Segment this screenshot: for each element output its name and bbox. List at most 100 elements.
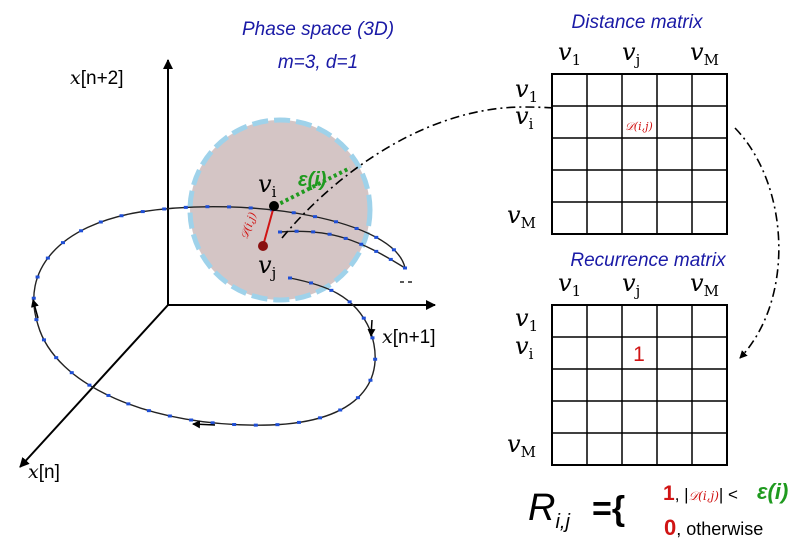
formula-brace: ={ [592,490,625,528]
trajectory-point [35,275,40,279]
dm-col-label-vj: vj [622,38,640,69]
trajectory-point [373,357,378,361]
trajectory-point [98,220,103,224]
phase-space-panel: Phase space (3D) m=3, d=1 x[n+2] x[n+1] … [19,19,436,483]
recurrence-formula: Ri,j ={ 1, |𝒟(i,j)| < ε(i) 0, otherwise [528,479,788,540]
rm-cell-one: 1 [633,343,645,366]
trajectory-point [294,229,299,233]
trajectory-point [210,421,215,425]
trajectory-point [374,235,379,239]
distance-line [262,205,275,247]
dm-col-label-vM: vM [690,38,719,69]
trajectory-point [253,423,258,427]
trajectory-point [167,414,172,418]
trajectory-point [41,338,46,342]
formula-case-1: 1, |𝒟(i,j)| < [663,482,738,505]
rm-row-label-vM: vM [507,430,536,461]
trajectory-point [296,420,301,424]
trajectory-point [60,241,65,245]
axis-x-label: x[n] [28,461,60,483]
trajectory-point [338,408,343,412]
rm-row-label-v1: v1 [515,304,538,335]
trajectory-point [327,232,332,236]
radius-line [274,166,351,208]
point-vi [269,201,279,211]
trajectory-point [374,249,379,253]
point-vj-label: vj [258,251,276,282]
trajectory-point [248,206,253,210]
grid-frame [551,73,728,235]
formula-lhs: Ri,j [528,487,570,533]
phase-space-title: Phase space (3D) [242,19,394,40]
trajectory-point [146,409,151,413]
trajectory-point [388,257,393,261]
axis-x [19,304,169,468]
trajectory-point [34,318,39,322]
trajectory-point [370,336,375,340]
trajectory-point [79,229,84,233]
connector-to-recurrence-matrix [734,127,780,359]
trajectory-point [368,378,373,382]
trajectory-point [232,423,237,427]
trajectory-arrow-bottom [192,420,216,429]
trajectory-point [126,402,131,406]
trajectory-point [162,207,167,211]
formula-epsilon: ε(i) [757,479,788,504]
distance-matrix-col-labels: v1 vj vM [558,38,719,69]
radius-label: ε(i) [298,169,327,191]
dm-row-label-v1: v1 [515,75,538,106]
dm-col-label-v1: v1 [558,38,581,69]
recurrence-matrix-panel: Recurrence matrix v1 vj vM v1 vi vM 1 [507,250,728,466]
trajectory-point [31,296,36,300]
distance-matrix-title: Distance matrix [572,12,704,33]
grid-frame [551,304,728,466]
distance-matrix-panel: Distance matrix v1 vj vM v1 vi vM 𝒟(i,j) [507,12,728,235]
point-vi-label: vi [258,170,277,201]
trajectory-arrow-left [31,299,39,319]
trajectory-point [309,281,314,285]
dm-row-label-vM: vM [507,201,536,232]
trajectory-point [183,205,188,209]
phase-space-params: m=3, d=1 [278,52,358,73]
recurrence-matrix-title: Recurrence matrix [570,250,727,271]
trajectory-point [291,211,296,215]
trajectory-point [189,418,194,422]
trajectory-point [119,214,124,218]
trajectory-point [87,383,92,387]
trajectory-point [45,256,50,260]
trajectory-point [318,416,323,420]
rm-col-label-vj: vj [622,269,640,300]
recurrence-matrix-col-labels: v1 vj vM [558,269,719,300]
dm-cell-distance: 𝒟(i,j) [625,120,653,133]
trajectory-point [391,248,396,252]
dm-row-label-vi: vi [515,102,534,133]
trajectory-point [288,276,292,280]
rm-col-label-v1: v1 [558,269,581,300]
trajectory-point [140,210,145,214]
recurrence-matrix-row-labels: v1 vi vM [507,304,538,461]
trajectory-points [31,205,407,427]
trajectory-point [227,205,232,209]
trajectory-point [69,371,74,375]
trajectory-point [333,220,338,224]
axis-z-label: x[n+2] [70,67,124,89]
trajectory-point [329,288,334,292]
trajectory-point [361,316,366,320]
trajectory-point [359,242,364,246]
recurrence-matrix-grid [551,304,728,466]
distance-matrix-grid [551,73,728,235]
trajectory-point [311,230,316,234]
trajectory-point [205,205,210,209]
trajectory-point [278,230,282,234]
distance-matrix-row-labels: v1 vi vM [507,75,538,232]
trajectory-point [275,423,280,427]
rm-row-label-vi: vi [515,332,534,363]
trajectory-point [312,215,317,219]
trajectory-point [354,226,359,230]
trajectory-point [355,396,360,400]
trajectory-point [347,300,352,304]
trajectory-point [106,393,111,397]
point-vj [258,241,268,251]
trajectory-arrow-right [367,319,376,337]
